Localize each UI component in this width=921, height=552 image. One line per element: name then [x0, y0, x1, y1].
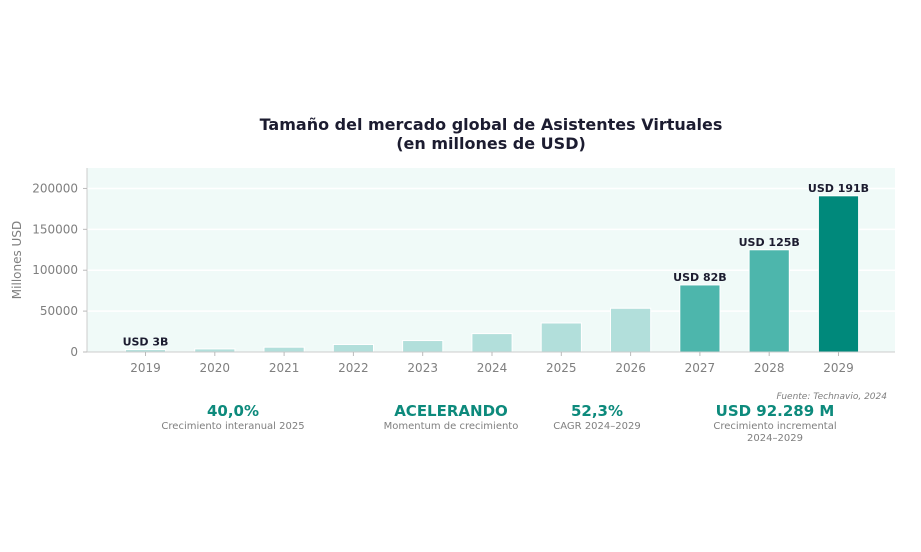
chart-title-line-1: Tamaño del mercado global de Asistentes … — [259, 115, 723, 134]
bar-2023 — [402, 340, 444, 353]
x-axis-ticks: 2019 2020 2021 2022 2023 2024 2025 2026 2027 2028… — [130, 352, 854, 375]
kpi-label: Momentum de crecimiento — [383, 421, 519, 432]
source-note: Fuente: Technavio, 2024 — [776, 392, 887, 402]
kpi-incremental-growth: USD 92.289 M Crecimiento incremental 202… — [713, 402, 836, 445]
x-tick-label: 2028 — [754, 361, 785, 375]
kpi-yoy-growth: 40,0% Crecimiento interanual 2025 — [161, 402, 304, 433]
x-tick-label: 2020 — [200, 361, 231, 375]
x-tick-label: 2029 — [823, 361, 854, 375]
bar-2026 — [610, 307, 652, 353]
y-tick-label: 50000 — [40, 304, 78, 318]
x-tick-label: 2021 — [269, 361, 300, 375]
kpi-label: Crecimiento incremental 2024–2029 — [713, 421, 837, 444]
bar-2021 — [263, 346, 305, 353]
grid-lines — [87, 187, 895, 312]
y-axis-ticks: 0 50000 100000 150000 200000 — [32, 181, 87, 359]
bar-2022 — [332, 343, 374, 353]
x-tick-label: 2025 — [546, 361, 577, 375]
bar-data-label: USD 82B — [673, 271, 727, 284]
kpi-value: 40,0% — [206, 402, 260, 420]
bar-data-label: USD 125B — [739, 236, 800, 249]
x-tick-label: 2023 — [407, 361, 438, 375]
chart-title: Tamaño del mercado global de Asistentes … — [87, 115, 895, 153]
kpi-label: CAGR 2024–2029 — [553, 421, 641, 432]
bar-2024 — [471, 333, 513, 353]
bar-data-labels: USD 3B USD 82B USD 125B USD 191B — [123, 182, 870, 349]
chart-title-line-2: (en millones de USD) — [396, 134, 586, 153]
kpi-label: Crecimiento interanual 2025 — [161, 421, 305, 432]
y-tick-label: 150000 — [32, 222, 78, 236]
y-tick-label: 200000 — [32, 181, 78, 195]
kpi-value: 52,3% — [570, 402, 624, 420]
x-tick-label: 2027 — [685, 361, 716, 375]
kpi-momentum: ACELERANDO Momentum de crecimiento — [384, 402, 519, 433]
bar-2028 — [748, 249, 790, 353]
kpi-cagr: 52,3% CAGR 2024–2029 — [553, 402, 640, 433]
kpi-value: ACELERANDO — [394, 402, 508, 420]
bar-2025 — [540, 322, 582, 353]
x-tick-label: 2022 — [338, 361, 369, 375]
x-tick-label: 2024 — [477, 361, 508, 375]
y-tick-label: 100000 — [32, 263, 78, 277]
kpi-value: USD 92.289 M — [715, 402, 835, 420]
x-tick-label: 2019 — [130, 361, 161, 375]
bar-2029 — [817, 195, 860, 353]
bar-data-label: USD 3B — [123, 336, 169, 349]
bar-data-label: USD 191B — [808, 182, 869, 195]
x-tick-label: 2026 — [615, 361, 646, 375]
bar-2027 — [679, 284, 721, 353]
y-tick-label: 0 — [70, 345, 78, 359]
y-axis-label: Millones USD — [10, 221, 24, 299]
